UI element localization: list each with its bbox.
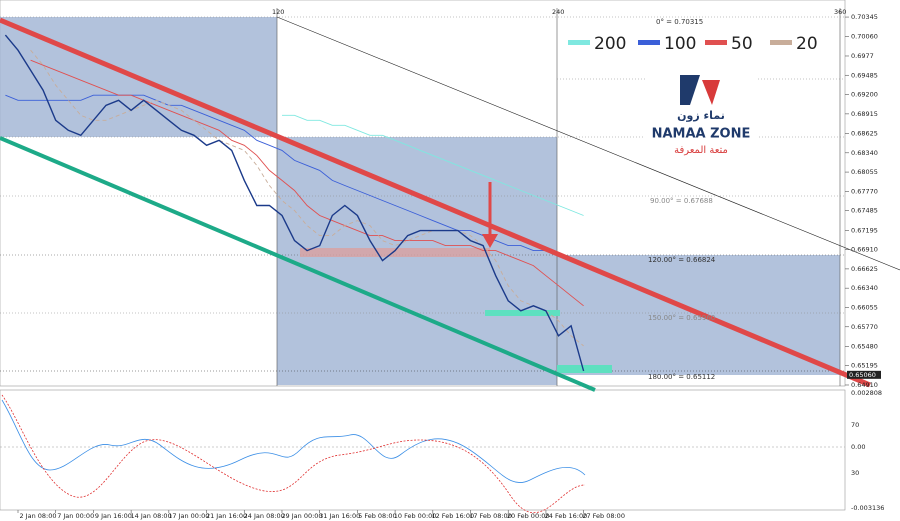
- osc-tick-label: -0.003136: [851, 504, 884, 512]
- y-tick-label: 0.67195: [851, 226, 878, 234]
- period-label: 120: [272, 8, 284, 16]
- logo-name: NAMAA ZONE: [652, 127, 751, 142]
- x-tick-label: 2 Jan 08:00: [19, 512, 56, 520]
- x-tick-label: 17 Jan 00:00: [168, 512, 209, 520]
- osc-tick-label: 0.002808: [851, 389, 882, 397]
- x-tick-label: 21 Jan 16:00: [206, 512, 247, 520]
- gann-line: [276, 16, 900, 271]
- annotation: 180.00° = 0.65112: [648, 373, 715, 381]
- annotation: 90.00° = 0.67688: [650, 197, 713, 205]
- oscillator-panel: [0, 389, 846, 511]
- y-tick-label: 0.67485: [851, 207, 878, 215]
- logo-box: [645, 68, 757, 158]
- period-label: 360: [834, 8, 846, 16]
- osc-tick-label: 0.00: [851, 443, 865, 451]
- y-tick-label: 0.68915: [851, 110, 878, 118]
- y-tick-label: 0.69200: [851, 91, 878, 99]
- oscillator-line: [1, 399, 586, 483]
- current-price-box: [847, 370, 881, 379]
- line: [282, 114, 584, 216]
- annotation: 0° = 0.70315: [656, 18, 703, 26]
- logo-tagline: متعة المعرفة: [674, 145, 728, 156]
- y-tick-label: 0.64910: [851, 381, 878, 389]
- y-tick-label: 0.68340: [851, 149, 878, 157]
- zone: [485, 310, 560, 316]
- y-tick-label: 0.68055: [851, 168, 878, 176]
- x-tick-label: 20 Feb 00:00: [507, 512, 550, 520]
- x-tick-label: 5 Feb 08:00: [358, 512, 397, 520]
- x-tick-label: 10 Feb 00:00: [394, 512, 437, 520]
- box: [277, 137, 557, 385]
- line: [30, 49, 584, 347]
- x-tick-label: 12 Feb 16:00: [431, 512, 474, 520]
- x-tick-label: 24 Jan 08:00: [244, 512, 285, 520]
- x-tick-label: 27 Feb 08:00: [582, 512, 625, 520]
- period-label: 240: [552, 8, 564, 16]
- y-tick-label: 0.67770: [851, 187, 878, 195]
- osc-tick-label: 30: [851, 469, 859, 477]
- zone: [557, 365, 612, 373]
- legend-swatch: [770, 40, 792, 45]
- y-tick-label: 0.69485: [851, 71, 878, 79]
- legend-swatch: [705, 40, 727, 45]
- y-tick-label: 0.65195: [851, 362, 878, 370]
- line: [4, 34, 585, 372]
- annotation: 120.00° = 0.66824: [648, 256, 716, 264]
- logo-icon: [680, 75, 700, 105]
- x-tick-label: 24 Feb 16:00: [545, 512, 588, 520]
- x-tick-label: 29 Jan 00:00: [281, 512, 322, 520]
- legend-swatch: [638, 40, 660, 45]
- y-tick-label: 0.70060: [851, 32, 878, 40]
- x-tick-label: 17 Feb 08:00: [469, 512, 512, 520]
- y-tick-label: 0.68625: [851, 129, 878, 137]
- line: [30, 59, 584, 307]
- resistance-line: [0, 17, 871, 388]
- legend-swatch: [568, 40, 590, 45]
- y-tick-label: 0.66625: [851, 265, 878, 273]
- x-tick-label: 9 Jan 16:00: [95, 512, 132, 520]
- x-tick-label: 7 Jan 00:00: [57, 512, 94, 520]
- x-tick-label: 31 Jan 16:00: [319, 512, 360, 520]
- y-tick-label: 0.6977: [851, 52, 874, 60]
- y-tick-label: 0.66910: [851, 246, 878, 254]
- support-line: [0, 136, 596, 392]
- legend-label: 20: [796, 34, 818, 54]
- zone: [300, 248, 490, 257]
- line: [5, 94, 559, 257]
- legend-label: 200: [594, 34, 626, 54]
- logo-arabic: نماء زون: [677, 109, 725, 122]
- y-tick-label: 0.65480: [851, 342, 878, 350]
- current-price-label: 0.65060: [849, 371, 876, 379]
- y-tick-label: 0.66340: [851, 284, 878, 292]
- y-tick-label: 0.66055: [851, 303, 878, 311]
- y-tick-label: 0.65770: [851, 323, 878, 331]
- arrow-head: [482, 234, 498, 248]
- legend-label: 50: [731, 34, 753, 54]
- logo-icon: [702, 80, 720, 105]
- osc-tick-label: 70: [851, 421, 859, 429]
- x-tick-label: 14 Jan 08:00: [131, 512, 172, 520]
- y-tick-label: 0.70345: [851, 13, 878, 21]
- annotation: 150.00° = 0.65960: [648, 314, 715, 322]
- legend-label: 100: [664, 34, 696, 54]
